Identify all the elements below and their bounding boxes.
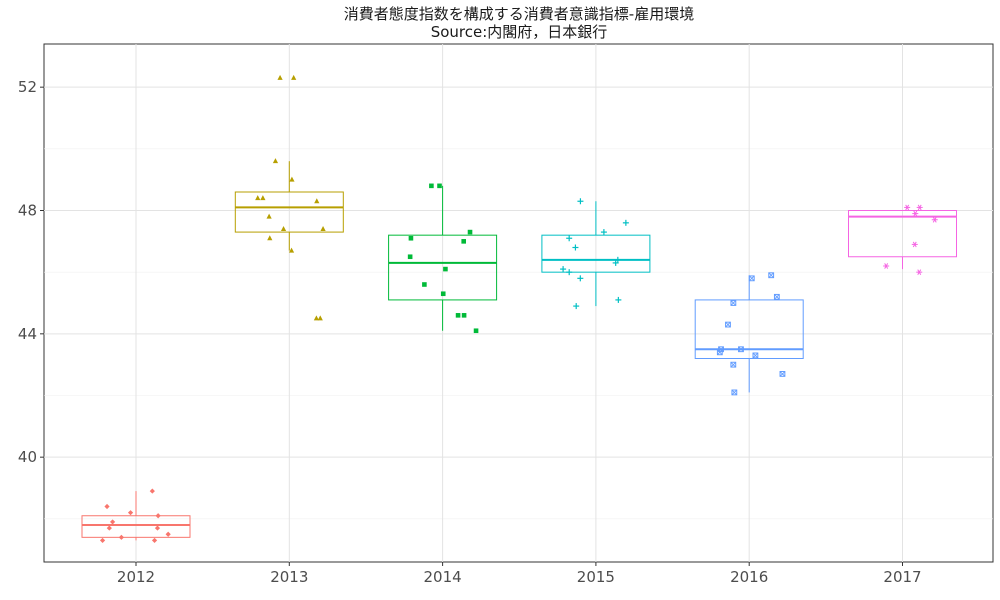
data-point-2014 — [437, 184, 442, 189]
x-tick-label: 2016 — [730, 568, 768, 586]
x-tick-label: 2012 — [117, 568, 155, 586]
data-point-2014 — [462, 313, 467, 318]
box-iqr — [82, 516, 190, 538]
x-tick-label: 2014 — [424, 568, 462, 586]
plot-panel — [44, 44, 993, 562]
box-iqr — [542, 235, 650, 272]
y-tick-label: 40 — [18, 448, 37, 466]
data-point-2014 — [468, 230, 473, 235]
data-point-2014 — [429, 184, 434, 189]
chart-title: 消費者態度指数を構成する消費者意識指標-雇用環境 — [344, 5, 694, 23]
box-iqr — [235, 192, 343, 232]
data-point-2014 — [456, 313, 461, 318]
data-point-2014 — [443, 267, 448, 272]
x-tick-label: 2015 — [577, 568, 615, 586]
data-point-2014 — [422, 282, 427, 287]
data-point-2014 — [461, 239, 466, 244]
chart-subtitle: Source:内閣府，日本銀行 — [431, 23, 608, 41]
x-tick-label: 2013 — [270, 568, 308, 586]
y-tick-label: 48 — [18, 202, 37, 220]
data-point-2014 — [474, 328, 479, 333]
y-tick-label: 44 — [18, 325, 37, 343]
y-tick-label: 52 — [18, 78, 37, 96]
data-point-2014 — [441, 291, 446, 296]
data-point-2014 — [408, 254, 413, 259]
box-iqr — [389, 235, 497, 300]
x-tick-label: 2017 — [883, 568, 921, 586]
data-point-2014 — [409, 236, 414, 241]
